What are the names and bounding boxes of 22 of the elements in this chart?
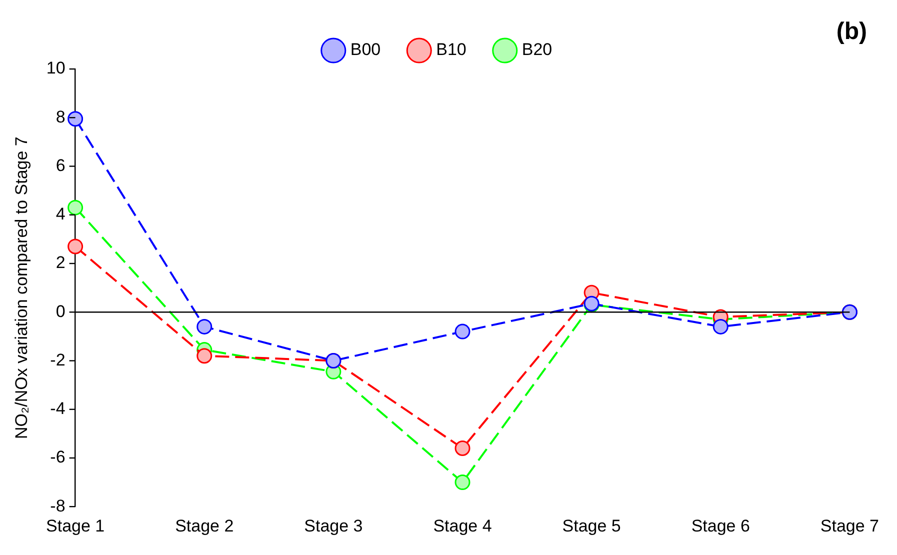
y-tick-label: -4 (50, 399, 66, 418)
y-tick-label: -6 (50, 448, 66, 467)
y-tick-label: 4 (56, 204, 66, 224)
x-tick-label: Stage 1 (46, 516, 105, 536)
y-tick-label: 0 (56, 302, 66, 321)
y-tick-label: 8 (56, 107, 66, 126)
legend-label: B20 (522, 40, 552, 60)
y-tick-label: 6 (56, 156, 66, 175)
legend-label: B10 (436, 40, 466, 60)
x-tick-label: Stage 2 (175, 516, 234, 536)
y-tick-label: -2 (50, 350, 66, 370)
x-tick-label: Stage 5 (562, 516, 621, 536)
y-tick-label: 10 (46, 58, 66, 78)
x-tick-label: Stage 6 (691, 516, 750, 536)
x-tick-label: Stage 4 (433, 516, 492, 536)
legend-label: B00 (350, 40, 381, 60)
x-tick-label: Stage 7 (820, 516, 880, 536)
y-tick-label: -8 (50, 496, 66, 516)
x-tick-label: Stage 3 (304, 516, 363, 536)
y-tick-label: 2 (56, 253, 66, 272)
y-axis-title: NO₂/NOx variation compared to Stage 7 (12, 136, 31, 439)
text: (b) (836, 18, 867, 46)
